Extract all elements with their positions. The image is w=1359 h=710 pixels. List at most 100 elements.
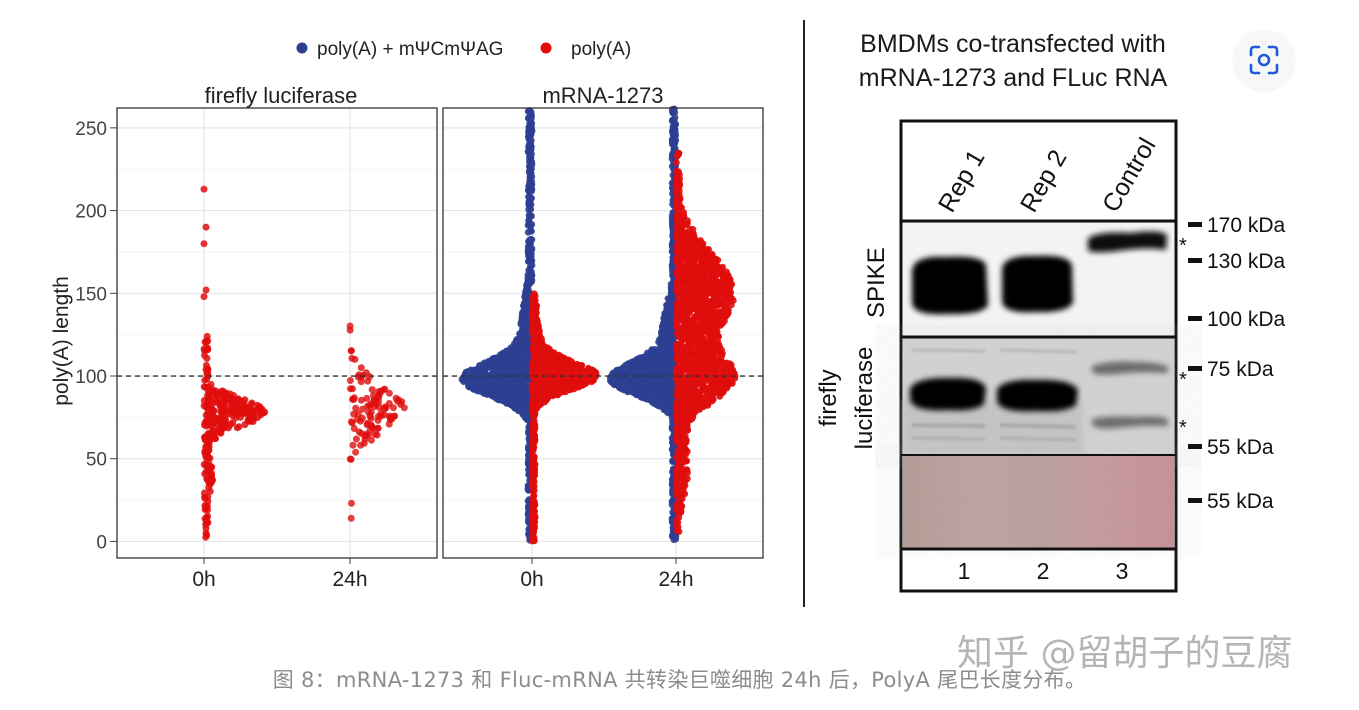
data-point xyxy=(203,375,211,383)
data-point xyxy=(478,387,485,395)
data-point xyxy=(555,386,563,394)
panel-firefly-luciferase xyxy=(116,107,438,559)
data-point xyxy=(573,368,581,376)
data-point xyxy=(200,460,208,468)
data-point xyxy=(203,354,211,362)
data-point xyxy=(516,332,524,339)
y-tick-label: 50 xyxy=(86,450,107,471)
data-point xyxy=(513,353,520,361)
data-point xyxy=(347,514,355,522)
data-point xyxy=(647,394,654,401)
data-point xyxy=(528,261,536,269)
y-tick-label: 100 xyxy=(75,367,107,388)
data-point xyxy=(546,387,554,395)
data-point xyxy=(234,411,241,419)
data-point xyxy=(204,395,212,403)
data-point xyxy=(552,373,559,381)
data-point xyxy=(508,380,515,388)
data-point xyxy=(357,364,365,372)
data-point xyxy=(670,130,677,138)
legend-label-polya: poly(A) xyxy=(571,39,631,60)
data-point xyxy=(529,515,536,523)
data-point xyxy=(201,506,209,513)
data-point xyxy=(364,377,372,385)
data-point xyxy=(463,372,471,380)
data-point xyxy=(366,412,374,420)
data-point xyxy=(660,385,668,392)
data-point xyxy=(357,441,365,449)
legend-swatch-modified xyxy=(296,42,308,54)
data-point xyxy=(663,314,670,322)
data-point xyxy=(347,347,355,355)
data-point xyxy=(644,384,651,391)
data-point xyxy=(529,315,537,323)
data-point xyxy=(200,185,208,193)
data-point xyxy=(528,236,536,244)
data-point xyxy=(667,290,675,298)
data-point xyxy=(521,300,529,308)
data-point xyxy=(525,134,533,142)
data-point xyxy=(528,439,536,447)
data-point xyxy=(531,507,538,515)
data-point xyxy=(381,385,389,393)
data-point xyxy=(207,432,214,440)
data-point xyxy=(533,354,541,362)
data-point xyxy=(643,349,651,357)
data-point xyxy=(505,346,513,354)
data-point xyxy=(214,389,221,397)
data-point xyxy=(347,385,354,393)
data-point xyxy=(490,366,498,374)
data-point xyxy=(385,389,393,397)
data-point xyxy=(202,524,210,532)
y-tick-label: 250 xyxy=(75,119,107,140)
data-point xyxy=(497,354,505,362)
data-point xyxy=(204,420,212,428)
y-tick-label: 150 xyxy=(75,284,107,305)
data-point xyxy=(503,361,510,368)
data-point xyxy=(673,527,681,534)
data-point xyxy=(368,422,376,430)
panel-frame xyxy=(116,107,438,559)
data-point xyxy=(664,405,671,413)
data-point xyxy=(368,386,376,394)
data-point xyxy=(668,117,676,125)
data-point xyxy=(668,333,675,340)
data-point xyxy=(202,383,210,391)
data-point xyxy=(527,184,535,192)
data-point xyxy=(650,379,658,387)
data-point xyxy=(352,435,360,443)
data-point xyxy=(516,402,523,410)
data-point xyxy=(665,368,673,376)
data-point xyxy=(220,389,228,397)
data-point xyxy=(625,383,633,391)
data-point xyxy=(247,417,254,425)
data-point xyxy=(221,423,229,431)
data-point xyxy=(389,404,397,412)
data-point xyxy=(545,381,553,389)
data-point xyxy=(668,360,675,368)
y-tick-label: 0 xyxy=(96,532,107,553)
data-point xyxy=(346,455,354,463)
data-point xyxy=(346,322,354,330)
data-point xyxy=(615,373,623,381)
data-point xyxy=(374,424,382,432)
data-point xyxy=(200,402,208,410)
data-point xyxy=(531,307,539,314)
data-point xyxy=(529,480,537,488)
data-point xyxy=(231,397,239,405)
data-point xyxy=(471,385,479,392)
data-point xyxy=(526,212,534,219)
data-point xyxy=(520,378,528,385)
data-point xyxy=(363,430,371,438)
data-point xyxy=(348,419,356,427)
data-point xyxy=(532,339,540,347)
data-point xyxy=(493,385,501,393)
data-point xyxy=(643,358,651,365)
data-point xyxy=(355,428,363,436)
data-point xyxy=(525,193,532,201)
panel-title-firefly: firefly luciferase xyxy=(205,83,358,108)
data-point xyxy=(506,366,514,374)
data-point xyxy=(202,411,210,419)
data-point xyxy=(515,390,523,398)
data-point xyxy=(637,368,645,376)
